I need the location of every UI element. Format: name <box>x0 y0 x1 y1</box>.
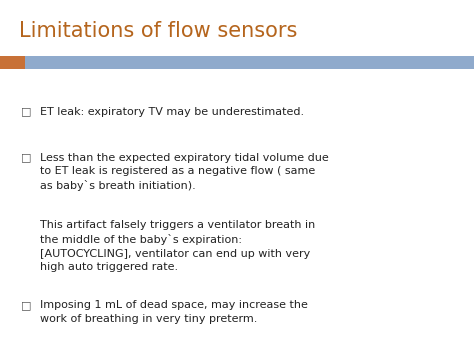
Text: Less than the expected expiratory tidal volume due
to ET leak is registered as a: Less than the expected expiratory tidal … <box>40 153 329 191</box>
Bar <box>0 56 25 69</box>
Text: □: □ <box>21 300 31 310</box>
Text: □: □ <box>21 153 31 163</box>
Text: □: □ <box>21 106 31 116</box>
Text: ET leak: expiratory TV may be underestimated.: ET leak: expiratory TV may be underestim… <box>40 106 304 116</box>
Text: Imposing 1 mL of dead space, may increase the
work of breathing in very tiny pre: Imposing 1 mL of dead space, may increas… <box>40 300 308 323</box>
Text: This artifact falsely triggers a ventilator breath in
the middle of the baby`s e: This artifact falsely triggers a ventila… <box>40 220 316 272</box>
Bar <box>25 56 474 69</box>
Text: Limitations of flow sensors: Limitations of flow sensors <box>19 21 297 41</box>
